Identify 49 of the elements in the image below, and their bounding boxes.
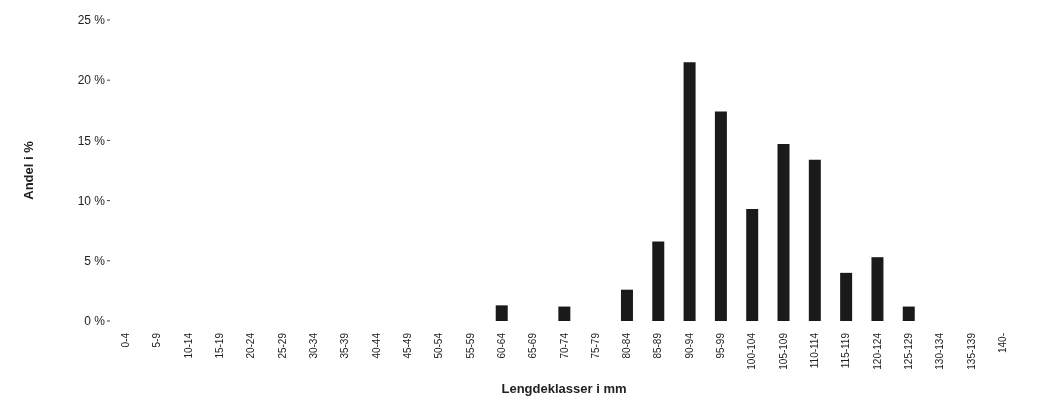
x-tick-label: 115-119: [840, 332, 852, 369]
x-tick-label: 140-: [996, 333, 1008, 354]
x-tick-label: 90-94: [683, 332, 695, 359]
x-tick-label: 15-19: [214, 332, 226, 359]
bar: [871, 257, 884, 321]
bar: [714, 111, 727, 321]
bar: [777, 144, 790, 321]
x-tick-label: 0-4: [120, 332, 132, 348]
y-tick-label: 10 %: [77, 193, 106, 208]
y-tick-label: 25 %: [77, 13, 106, 28]
x-tick-label: 5-9: [151, 332, 163, 348]
x-tick-label: 65-69: [527, 332, 539, 359]
x-tick-label: 40-44: [370, 332, 382, 359]
x-tick-label: 45-49: [401, 332, 413, 359]
x-tick-label: 95-99: [715, 332, 727, 359]
bar: [683, 62, 696, 321]
x-tick-label: 35-39: [339, 332, 351, 359]
x-tick-label: 120-124: [871, 332, 883, 370]
x-tick-label: 85-89: [652, 332, 664, 359]
bar: [652, 241, 665, 321]
y-tick-label: 5 %: [84, 254, 106, 269]
x-axis-title: Lengdeklasser i mm: [501, 381, 627, 396]
y-tick-label: 0 %: [84, 314, 106, 329]
x-tick-label: 130-134: [934, 332, 946, 370]
x-tick-label: 60-64: [495, 332, 507, 359]
y-tick-label: 15 %: [77, 133, 106, 148]
y-tick-label: 20 %: [77, 73, 106, 88]
bar: [746, 209, 759, 321]
x-tick-label: 25-29: [276, 332, 288, 359]
x-tick-label: 75-79: [589, 332, 601, 359]
x-tick-label: 30-34: [308, 332, 320, 359]
bar: [495, 305, 508, 321]
x-tick-label: 55-59: [464, 332, 476, 359]
y-axis-title: Andel i %: [20, 140, 36, 200]
bar: [808, 159, 821, 321]
bar: [902, 306, 915, 321]
x-tick-label: 105-109: [777, 332, 789, 370]
x-tick-label: 80-84: [621, 332, 633, 359]
bar: [620, 289, 633, 321]
x-tick-label: 110-114: [808, 332, 820, 369]
bar: [558, 306, 571, 321]
x-tick-label: 100-104: [746, 332, 758, 370]
x-tick-label: 10-14: [182, 332, 194, 359]
x-tick-label: 70-74: [558, 332, 570, 359]
x-tick-label: 20-24: [245, 332, 257, 359]
x-tick-label: 125-129: [902, 332, 914, 370]
x-tick-label: 135-139: [965, 332, 977, 370]
x-tick-label: 50-54: [433, 332, 445, 359]
bar: [840, 272, 853, 321]
